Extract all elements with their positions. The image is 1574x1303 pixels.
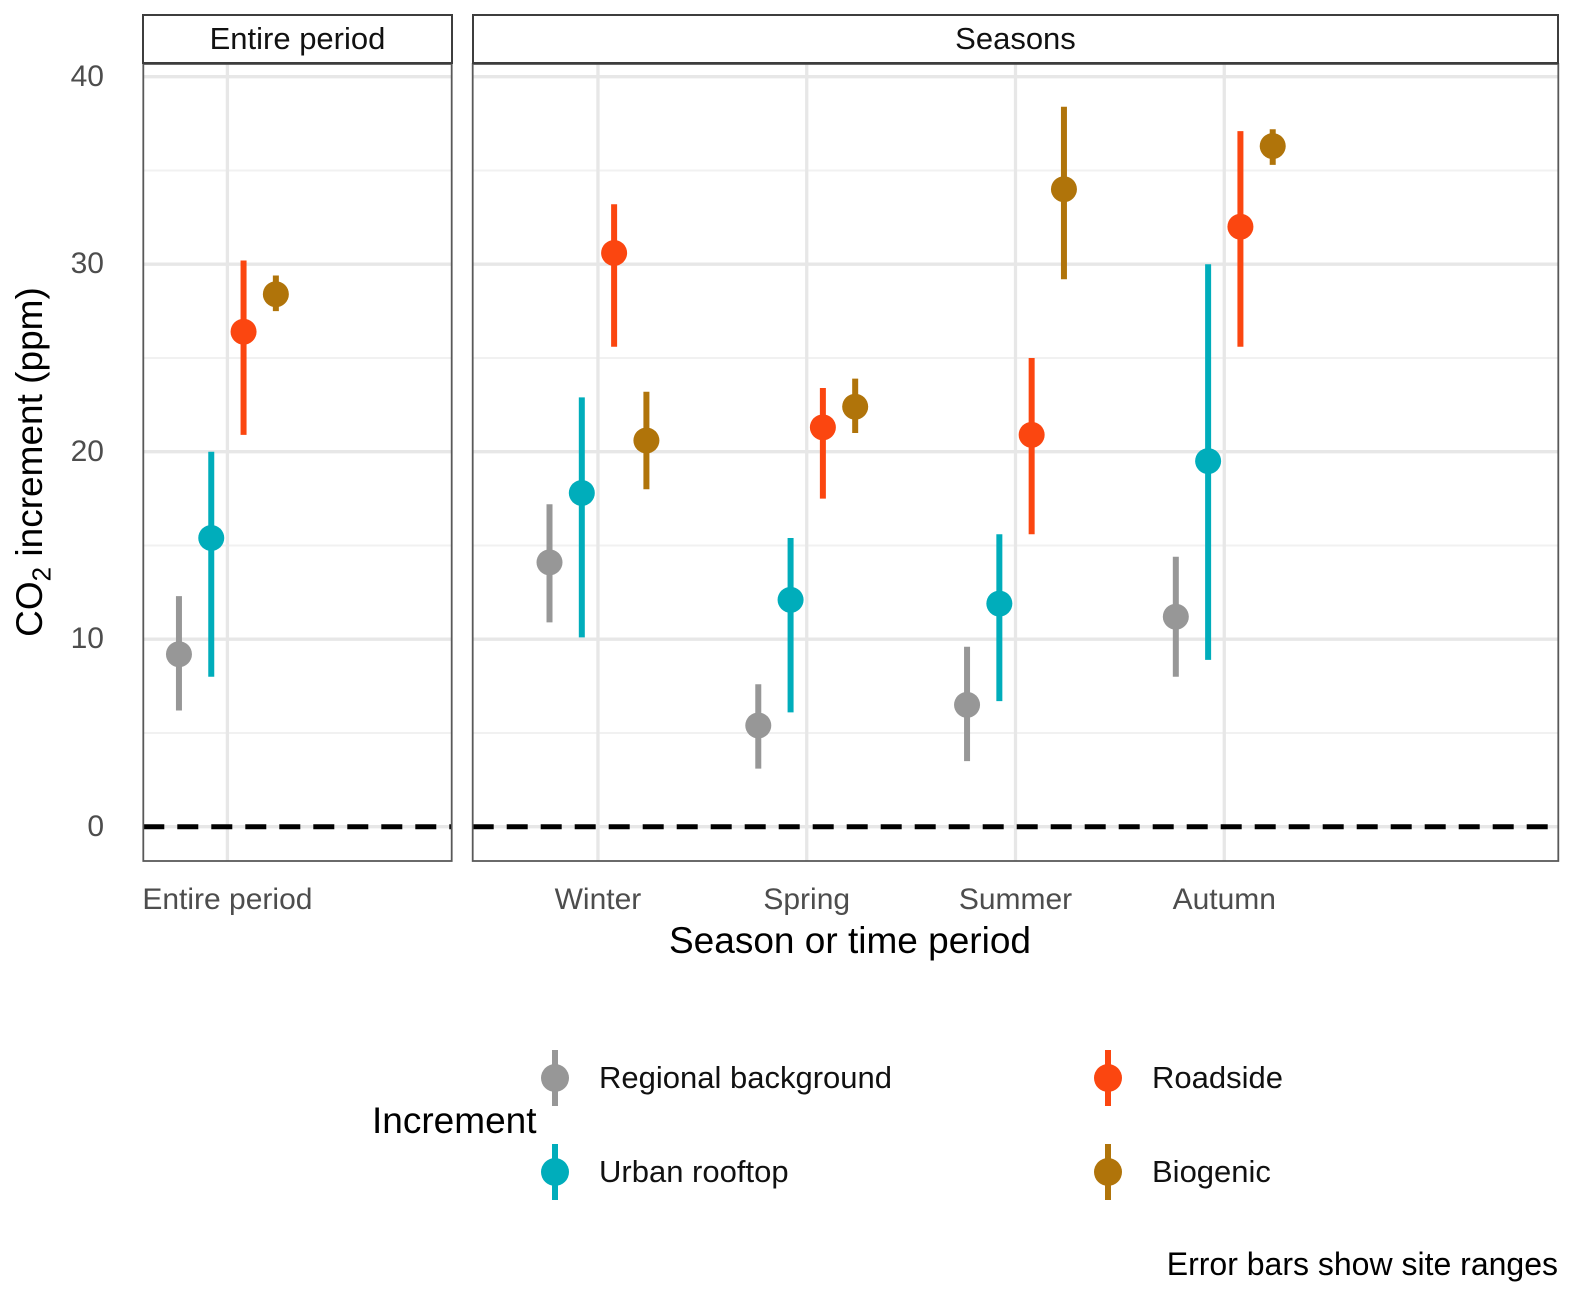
point-biogenic-spring [842,393,869,420]
legend-label: Roadside [1152,1060,1283,1095]
point-biogenic-winter [633,427,660,454]
pointrange-key-icon [1094,1144,1122,1200]
legend-label: Biogenic [1152,1154,1271,1189]
y-tick-label-20: 20 [70,434,104,468]
pointrange-key-icon [541,1144,569,1200]
x-tick-label-summer: Summer [958,883,1073,916]
y-tick-label-0: 0 [87,809,104,843]
point-regional-background-autumn [1162,603,1189,630]
point-urban-rooftop-summer [986,590,1013,617]
x-tick-label-winter: Winter [554,883,642,916]
legend-label: Urban rooftop [599,1154,789,1189]
figure-caption: Error bars show site ranges [1166,1246,1558,1282]
legend-title: Increment [372,1100,537,1141]
point-urban-rooftop-spring [777,586,804,613]
x-tick-label-spring: Spring [763,883,851,916]
x-axis-title: Season or time period [669,920,1031,961]
x-tick-label-autumn: Autumn [1172,883,1276,916]
y-tick-label-40: 40 [70,59,104,93]
panel-border [142,63,453,862]
point-roadside-summer [1018,421,1045,448]
legend-item-biogenic: Biogenic [1080,1142,1271,1202]
x-tick-label-entire-period: Entire period [142,883,313,916]
y-tick-label-30: 30 [70,247,104,281]
y-axis-title-suffix: increment (ppm) [9,287,50,567]
legend-item-roadside: Roadside [1080,1048,1283,1108]
legend-label: Regional background [599,1060,892,1095]
point-regional-background-spring [745,712,772,739]
y-tick-label-10: 10 [70,622,104,656]
point-urban-rooftop-entire-period [198,524,225,551]
y-axis-title: CO2 increment (ppm) [5,112,57,812]
pointrange-key-icon [541,1050,569,1106]
point-urban-rooftop-autumn [1195,448,1222,475]
point-biogenic-autumn [1259,133,1286,160]
legend-item-urban-rooftop: Urban rooftop [527,1142,789,1202]
point-roadside-autumn [1227,213,1254,240]
point-roadside-winter [601,239,628,266]
point-regional-background-summer [954,691,981,718]
facet-strip-seasons: Seasons [471,14,1560,64]
y-axis-title-prefix: CO [9,581,50,637]
pointrange-key-icon [1094,1050,1122,1106]
legend-item-regional-background: Regional background [527,1048,892,1108]
panel-border [471,63,1560,862]
point-urban-rooftop-winter [568,479,595,506]
point-roadside-spring [809,414,836,441]
point-regional-background-entire-period [165,641,192,668]
point-biogenic-summer [1050,176,1077,203]
y-axis-title-subscript: 2 [26,566,57,582]
facet-strip-entire-period: Entire period [142,14,453,64]
point-regional-background-winter [536,549,563,576]
point-biogenic-entire-period [262,281,289,308]
point-roadside-entire-period [230,318,257,345]
